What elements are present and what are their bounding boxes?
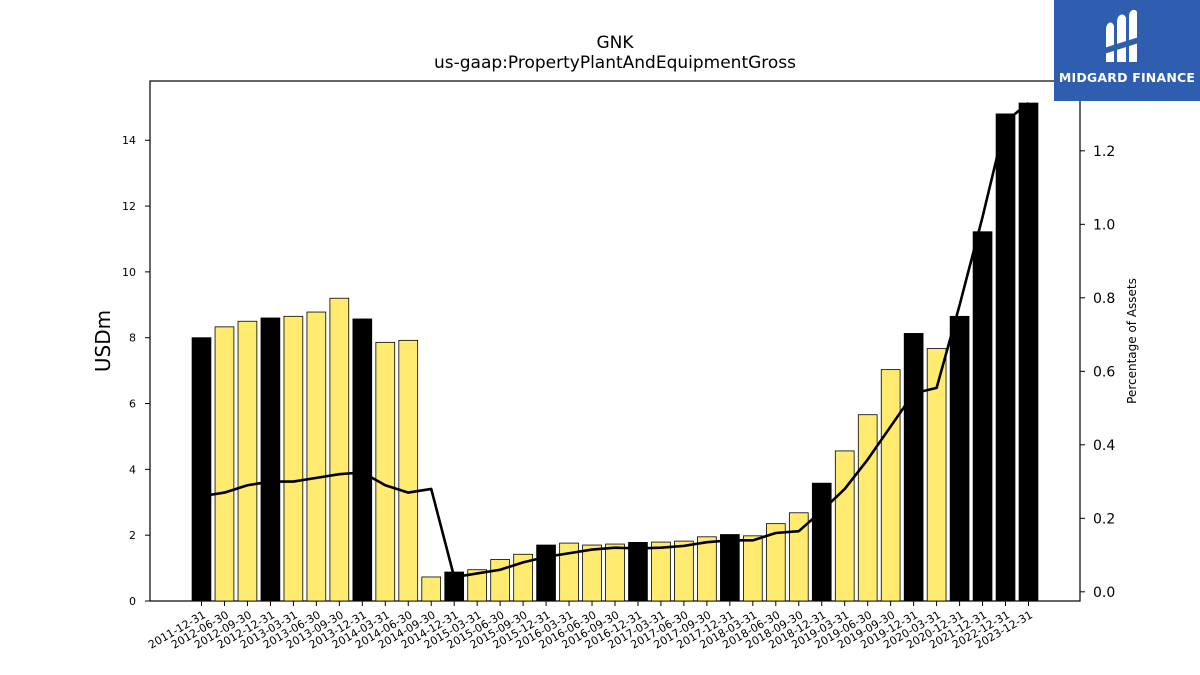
bar-2014-09-30 — [421, 576, 442, 602]
bar-2018-12-31 — [811, 482, 832, 602]
y-right-tick-label: 0.8 — [1093, 291, 1115, 307]
y-right-tick-label: 0.0 — [1093, 585, 1115, 601]
bar-2018-03-31 — [743, 535, 763, 602]
bar-2016-06-30 — [582, 544, 602, 602]
y-tick-label: 4 — [129, 463, 136, 476]
y-tick-label: 2 — [129, 529, 136, 542]
bar-2013-03-31 — [283, 315, 304, 602]
y-tick-label: 10 — [122, 266, 136, 279]
y-tick-label: 14 — [122, 134, 136, 147]
bar-2012-06-30 — [214, 326, 235, 602]
bar-2019-03-31 — [834, 450, 855, 602]
bar-2014-06-30 — [398, 339, 419, 602]
bar-2012-12-31 — [260, 317, 281, 602]
y-tick-label: 8 — [129, 332, 136, 345]
bar-2013-06-30 — [306, 311, 327, 602]
chart-subtitle: us-gaap:PropertyPlantAndEquipmentGross — [434, 53, 796, 73]
bar-2022-12-31 — [995, 113, 1016, 602]
y-right-tick-label: 0.4 — [1093, 438, 1115, 454]
bar-2017-06-30 — [674, 540, 694, 602]
bar-2019-06-30 — [857, 414, 878, 602]
bar-2017-03-31 — [651, 541, 671, 602]
y-tick-label: 0 — [129, 595, 136, 608]
brand-logo: MIDGARD FINANCE — [1054, 0, 1200, 101]
bar-2014-03-31 — [375, 341, 396, 602]
bar-2019-09-30 — [880, 369, 901, 602]
right-axis-ticks: 0.0 0.2 0.4 0.6 0.8 1.0 1.2 — [1080, 144, 1115, 601]
percentage-of-assets-line — [201, 102, 1030, 579]
left-axis-ticks: 0 2 4 6 8 10 12 14 — [122, 134, 150, 608]
bar-2016-12-31 — [628, 542, 648, 602]
x-axis-ticks: 2011-12-312012-06-302012-09-302012-12-31… — [146, 601, 1035, 652]
bar-2016-09-30 — [605, 543, 625, 602]
bar-2023-12-31 — [1018, 102, 1039, 602]
bar-2015-12-31 — [536, 544, 556, 602]
bar-2012-09-30 — [237, 320, 258, 602]
line-series-group — [201, 102, 1030, 579]
y-right-tick-label: 0.6 — [1093, 364, 1115, 380]
bar-2021-12-31 — [972, 231, 993, 602]
y-right-tick-label: 0.2 — [1093, 511, 1115, 527]
bar-2011-12-31 — [191, 337, 212, 602]
bar-series — [191, 102, 1039, 602]
y-tick-label: 6 — [129, 398, 136, 411]
bar-2013-12-31 — [352, 318, 373, 602]
logo-text: MIDGARD FINANCE — [1058, 70, 1196, 85]
bar-2013-09-30 — [329, 297, 350, 602]
bar-2019-12-31 — [903, 333, 924, 602]
bar-2015-06-30 — [490, 559, 510, 602]
bar-2017-09-30 — [697, 536, 717, 602]
y-axis-label-right: Percentage of Assets — [1125, 278, 1139, 404]
y-right-tick-label: 1.0 — [1093, 217, 1115, 233]
y-right-tick-label: 1.2 — [1093, 144, 1115, 160]
bar-2017-12-31 — [720, 534, 740, 602]
bar-2020-12-31 — [949, 315, 970, 602]
logo-mark-icon — [1104, 9, 1142, 62]
chart-title: GNK — [596, 33, 634, 53]
y-tick-label: 12 — [122, 200, 136, 213]
y-axis-label: USDm — [91, 310, 115, 372]
